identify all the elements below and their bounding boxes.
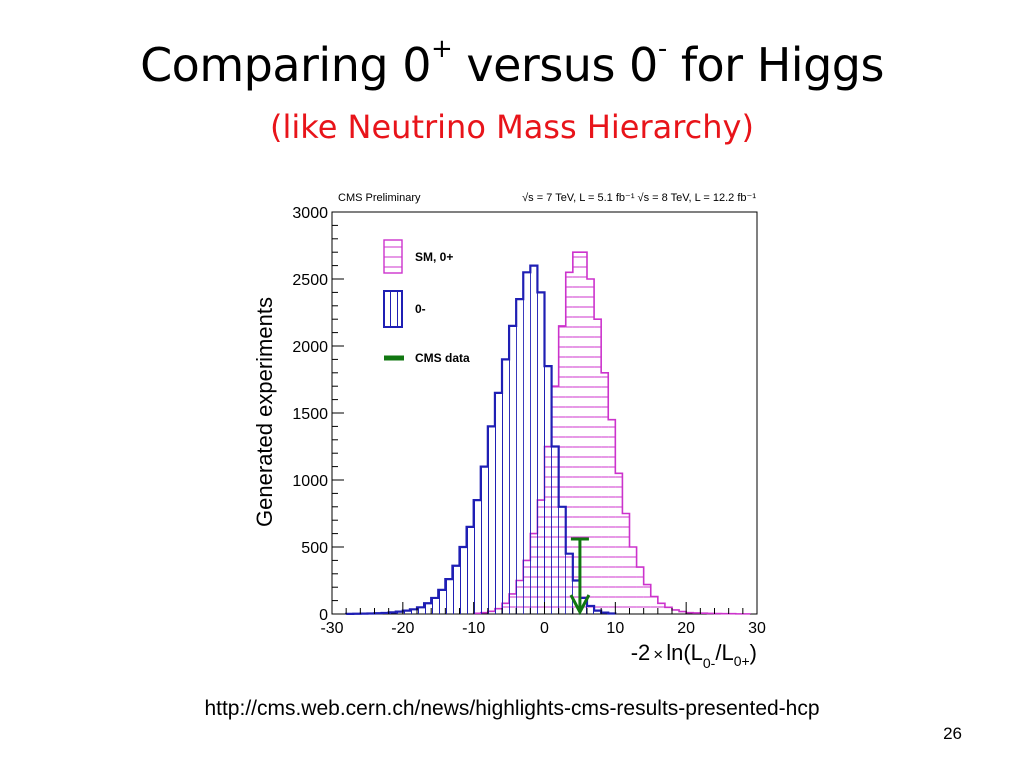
sm-bar: [587, 279, 595, 614]
alt-bar: [424, 603, 432, 614]
alt-bar: [473, 500, 481, 614]
alt-bar: [509, 325, 517, 614]
alt-bar: [487, 426, 495, 614]
alt-bar: [445, 579, 453, 614]
sm-bar: [594, 319, 602, 614]
x-label-sub2: 0+: [734, 653, 750, 669]
slide-title: Comparing 0+ versus 0- for Higgs: [0, 34, 1024, 92]
alt-bar: [431, 597, 439, 614]
legend-swatch-sm: [383, 239, 403, 274]
y-tick-label: 500: [301, 540, 328, 557]
header-right: √s = 7 TeV, L = 5.1 fb⁻¹ √s = 8 TeV, L =…: [522, 192, 756, 204]
y-tick-label: 2000: [292, 339, 328, 356]
sm-bar: [622, 513, 630, 614]
sm-bar: [579, 252, 587, 614]
alt-bar: [402, 610, 410, 614]
sm-bar: [650, 596, 658, 614]
sm-bar: [657, 603, 665, 614]
alt-bar: [587, 605, 595, 614]
alt-bar: [417, 607, 425, 614]
alt-bar: [530, 265, 538, 614]
alt-bar: [594, 610, 602, 614]
slide-subtitle: (like Neutrino Mass Hierarchy): [270, 108, 754, 146]
title-text-end: for Higgs: [666, 38, 885, 92]
legend: SM, 0+ 0- CMS data: [383, 239, 470, 365]
sm-bar: [601, 372, 609, 614]
alt-bar: [516, 299, 524, 614]
y-axis-label: Generated experiments: [252, 297, 277, 527]
legend-swatch-alt: [383, 290, 403, 328]
x-label-times: ×: [653, 645, 663, 664]
title-text-main: Comparing 0: [140, 38, 431, 92]
y-tick-label: 1000: [292, 473, 328, 490]
x-label-mid: /L: [715, 640, 733, 665]
sm-bar: [672, 609, 680, 614]
x-tick-label: 30: [748, 620, 766, 637]
slide-number: 26: [943, 724, 962, 743]
y-tick-label: 0: [319, 607, 328, 624]
sm-bar: [558, 325, 566, 614]
title-text-mid: versus 0: [452, 38, 658, 92]
histogram-layer: [345, 251, 751, 615]
alt-bar: [409, 609, 417, 614]
y-tick-label: 3000: [292, 205, 328, 222]
legend-label-data: CMS data: [415, 351, 470, 365]
histogram-chart: CMS Preliminary √s = 7 TeV, L = 5.1 fb⁻¹…: [252, 192, 766, 671]
cms-data-arrowhead: [569, 594, 591, 616]
x-tick-label: 10: [606, 620, 624, 637]
alt-bar: [438, 589, 446, 614]
x-axis-label: -2 × ln(L0-/L0+): [631, 640, 757, 671]
x-label-pre: -2: [631, 640, 651, 665]
alt-bar: [395, 611, 403, 614]
sm-bar: [608, 419, 616, 614]
title-superscript-minus: -: [657, 34, 667, 64]
alt-bar: [459, 547, 467, 614]
alt-bar: [558, 506, 566, 614]
sm-bar: [615, 473, 623, 614]
y-tick-label: 2500: [292, 272, 328, 289]
x-tick-label: -30: [320, 620, 343, 637]
x-label-ln: ln(L: [666, 640, 703, 665]
series-alt: [345, 264, 617, 615]
alt-bar: [494, 392, 502, 614]
alt-bar: [523, 272, 531, 614]
legend-label-alt: 0-: [415, 302, 426, 316]
sm-bar: [643, 584, 651, 614]
legend-label-sm: SM, 0+: [415, 250, 453, 264]
alt-bar: [466, 526, 474, 614]
header-left: CMS Preliminary: [338, 192, 421, 204]
alt-bar: [572, 580, 580, 614]
cms-data-layer: [569, 537, 591, 616]
axis-layer: -30 -20 -10 0 10 20 30 0 500 1000 1500 2000 2500 3000: [292, 205, 766, 637]
x-tick-label: 0: [540, 620, 549, 637]
alt-bar: [565, 553, 573, 614]
sm-bar: [664, 607, 672, 614]
x-tick-label: -10: [462, 620, 485, 637]
title-superscript-plus: +: [430, 34, 453, 64]
alt-bar: [544, 366, 552, 614]
sm-bar: [565, 272, 573, 614]
sm-bar: [629, 547, 637, 614]
alt-bar: [480, 466, 488, 614]
x-tick-label: -20: [391, 620, 414, 637]
y-tick-label: 1500: [292, 406, 328, 423]
alt-bar: [537, 292, 545, 614]
sm-bar: [679, 611, 687, 614]
alt-bar: [502, 359, 510, 614]
source-url[interactable]: http://cms.web.cern.ch/news/highlights-c…: [204, 697, 820, 720]
sm-bar: [572, 252, 580, 614]
sm-bar: [636, 567, 644, 614]
x-label-sub1: 0-: [703, 655, 716, 671]
alt-bar: [551, 446, 559, 614]
alt-bar: [452, 565, 460, 614]
x-tick-label: 20: [677, 620, 695, 637]
x-label-end: ): [750, 640, 757, 665]
